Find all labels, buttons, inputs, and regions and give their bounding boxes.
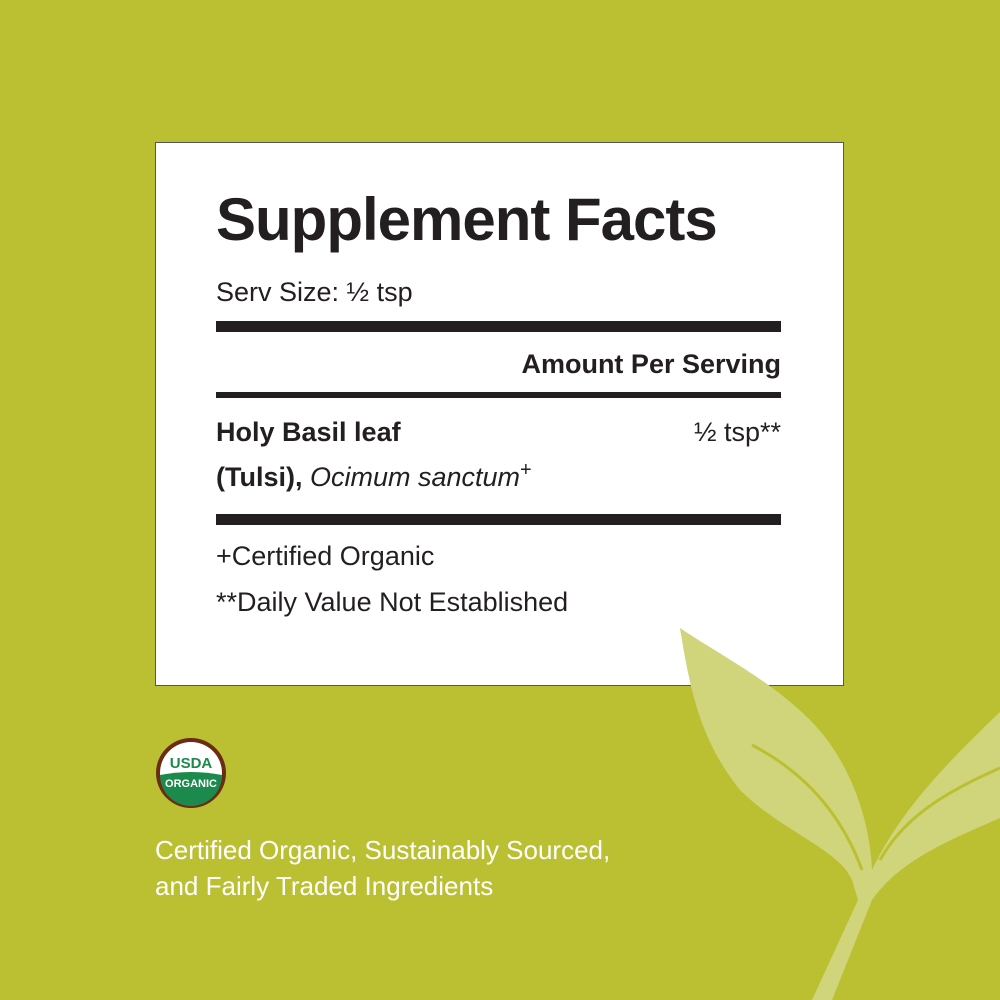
ingredient-name: Holy Basil leaf <box>216 417 401 447</box>
panel-title: Supplement Facts <box>216 186 718 253</box>
tagline-line-2: and Fairly Traded Ingredients <box>155 871 494 901</box>
tagline: Certified Organic, Sustainably Sourced, … <box>155 832 610 904</box>
tagline-line-1: Certified Organic, Sustainably Sourced, <box>155 835 611 865</box>
serving-size: Serv Size: ½ tsp <box>216 277 413 307</box>
divider <box>216 392 781 398</box>
footnote-organic: +Certified Organic <box>216 541 435 571</box>
ingredient-amount: ½ tsp** <box>693 417 781 447</box>
seal-bottom-text: ORGANIC <box>165 778 217 790</box>
usda-organic-seal: USDA ORGANIC <box>156 738 226 808</box>
organic-mark: + <box>520 459 532 481</box>
divider-thick <box>216 514 781 525</box>
seal-top-text: USDA <box>170 755 213 772</box>
amount-per-serving-header: Amount Per Serving <box>521 349 781 379</box>
ingredient-common-name: (Tulsi), <box>216 462 303 492</box>
ingredient-latin-name: Ocimum sanctum <box>310 462 521 492</box>
divider-thick <box>216 321 781 332</box>
footnote-daily-value: **Daily Value Not Established <box>216 587 569 617</box>
ingredient-detail: (Tulsi), Ocimum sanctum+ <box>216 459 532 493</box>
supplement-facts-panel: Supplement Facts Serv Size: ½ tsp Amount… <box>155 142 844 686</box>
